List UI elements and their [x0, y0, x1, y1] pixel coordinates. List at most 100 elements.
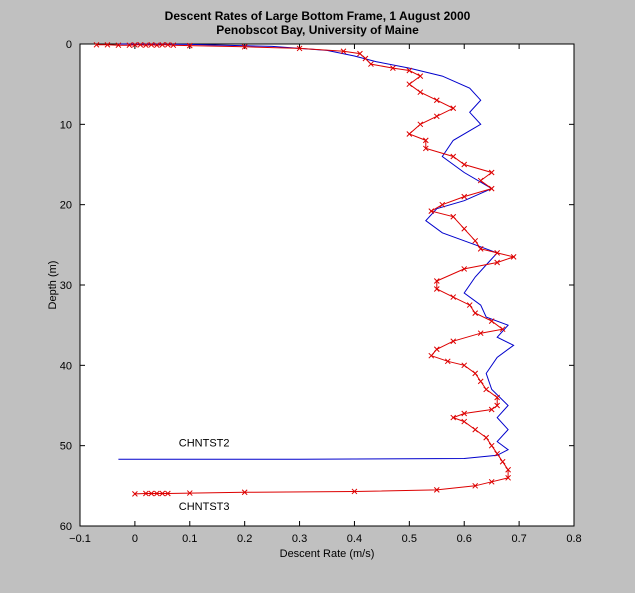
data-point	[488, 169, 495, 176]
data-point	[115, 42, 122, 49]
data-point	[159, 41, 166, 48]
data-point	[461, 161, 468, 168]
data-point	[186, 42, 193, 49]
data-point	[368, 61, 374, 67]
y-tick-label: 20	[60, 200, 72, 212]
x-tick-label: −0.1	[69, 533, 91, 545]
data-point	[433, 286, 440, 292]
data-point	[488, 318, 495, 325]
data-point	[351, 488, 358, 495]
chart-title: Descent Rates of Large Bottom Frame, 1 A…	[164, 9, 471, 23]
data-point	[362, 55, 369, 62]
data-point	[126, 42, 133, 49]
data-point	[296, 45, 303, 52]
data-point	[148, 490, 155, 497]
y-tick-label: 50	[60, 441, 72, 453]
annotation-chntst3: CHNTST3	[179, 501, 230, 513]
data-point	[494, 250, 501, 256]
data-point	[450, 105, 457, 112]
data-point	[153, 490, 160, 497]
data-point	[505, 474, 511, 481]
x-tick-label: 0.5	[402, 533, 417, 545]
data-point	[417, 121, 424, 128]
data-point	[510, 254, 517, 260]
data-point	[132, 41, 138, 48]
chart-subtitle: Penobscot Bay, University of Maine	[216, 23, 419, 37]
data-point	[494, 450, 501, 457]
data-point	[433, 97, 440, 104]
data-point	[433, 346, 440, 353]
data-point	[137, 41, 144, 48]
data-point	[477, 177, 484, 184]
x-tick-label: 0	[132, 533, 138, 545]
data-point	[483, 386, 490, 393]
x-tick-label: 0.8	[566, 533, 581, 545]
data-point	[494, 394, 501, 401]
data-point	[461, 362, 468, 369]
data-point	[472, 370, 479, 377]
data-point	[494, 259, 501, 266]
data-point	[450, 153, 457, 160]
data-point	[444, 358, 451, 365]
data-point	[505, 466, 511, 473]
data-point	[241, 489, 248, 496]
data-point	[433, 278, 440, 284]
data-point	[466, 302, 473, 308]
data-point	[477, 330, 484, 337]
data-point	[499, 326, 506, 333]
data-point	[461, 410, 468, 417]
data-point	[148, 41, 155, 48]
data-point	[132, 491, 138, 497]
data-point	[488, 478, 495, 485]
data-point	[461, 266, 468, 272]
data-point	[390, 65, 396, 71]
data-point	[428, 208, 435, 214]
data-point	[417, 89, 424, 96]
y-tick-label: 40	[60, 360, 72, 372]
data-point	[488, 406, 495, 413]
data-point	[461, 193, 468, 200]
data-point	[153, 42, 160, 49]
data-point	[450, 414, 457, 421]
data-point	[357, 50, 363, 57]
data-point	[164, 41, 171, 48]
data-point	[433, 486, 440, 493]
y-tick-label: 0	[66, 39, 72, 51]
y-tick-label: 60	[60, 521, 72, 533]
data-point	[477, 378, 484, 385]
data-point	[406, 67, 413, 74]
data-point	[417, 73, 424, 79]
data-point	[422, 145, 429, 152]
annotation-chntst2: CHNTST2	[179, 437, 230, 449]
x-tick-label: 0.4	[347, 533, 362, 545]
data-point	[450, 213, 457, 220]
data-point	[186, 490, 193, 496]
series-chntst3	[93, 41, 517, 497]
x-tick-label: 0.6	[457, 533, 472, 545]
data-point	[143, 42, 149, 49]
data-point	[241, 43, 248, 50]
data-point	[450, 338, 457, 345]
y-tick-label: 10	[60, 119, 72, 131]
data-point	[483, 434, 490, 441]
data-point	[433, 113, 440, 120]
x-tick-label: 0.3	[292, 533, 307, 545]
data-point	[159, 490, 166, 497]
data-point	[494, 402, 501, 409]
data-point	[143, 490, 149, 497]
data-point	[472, 426, 479, 433]
data-point	[461, 225, 468, 232]
data-point	[488, 185, 495, 192]
data-point	[164, 490, 171, 497]
x-tick-label: 0.7	[511, 533, 526, 545]
data-point	[439, 201, 446, 208]
data-point	[472, 482, 479, 489]
data-point	[472, 310, 479, 316]
data-point	[499, 458, 506, 465]
data-point	[488, 442, 495, 449]
data-point	[104, 41, 111, 48]
data-point	[461, 418, 468, 425]
data-point	[406, 131, 413, 137]
x-tick-label: 0.1	[182, 533, 197, 545]
